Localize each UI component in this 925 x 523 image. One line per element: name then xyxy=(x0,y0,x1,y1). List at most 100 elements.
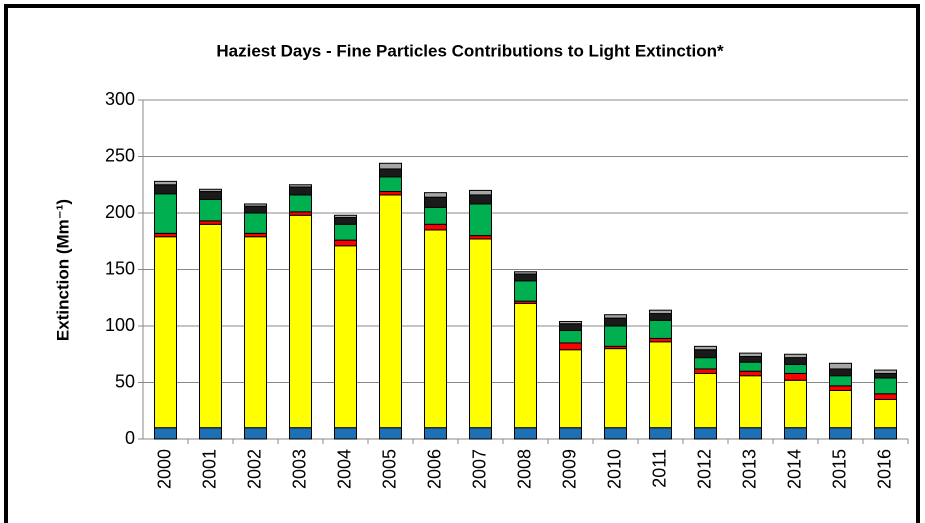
bar-segment xyxy=(604,427,627,440)
bar-segment xyxy=(244,232,267,238)
bar-segment xyxy=(289,211,312,216)
bar-segment xyxy=(424,192,447,198)
bar-segment xyxy=(334,223,357,241)
bar-segment xyxy=(784,427,807,440)
bar-segment xyxy=(604,348,627,429)
y-tick-label: 0 xyxy=(125,428,135,448)
bar-segment xyxy=(199,220,222,225)
bar-segment xyxy=(874,369,897,374)
bar-segment xyxy=(334,427,357,440)
bar-segment xyxy=(379,191,402,196)
bar-segment xyxy=(829,362,852,370)
y-tick-label: 200 xyxy=(105,202,135,222)
x-tick-label: 2004 xyxy=(334,449,354,489)
bar-segment xyxy=(694,427,717,440)
bar-segment xyxy=(739,375,762,429)
x-tick-label: 2016 xyxy=(874,449,894,489)
y-tick-label: 150 xyxy=(105,258,135,278)
bar-segment xyxy=(379,194,402,429)
bar-segment xyxy=(874,427,897,440)
bar-segment xyxy=(154,236,177,429)
bar-segment xyxy=(784,357,807,365)
bar-segment xyxy=(469,203,492,237)
x-tick-label: 2003 xyxy=(289,449,309,489)
bar-segment xyxy=(694,357,717,370)
chart-frame xyxy=(4,4,920,523)
bar-segment xyxy=(829,385,852,391)
bar-segment xyxy=(379,176,402,193)
bar-segment xyxy=(829,427,852,440)
bar-segment xyxy=(379,162,402,170)
x-tick-label: 2015 xyxy=(829,449,849,489)
bar-segment xyxy=(199,188,222,193)
bar-segment xyxy=(199,223,222,429)
bar-segment xyxy=(244,427,267,440)
bar-segment xyxy=(514,280,537,302)
bar-segment xyxy=(604,317,627,327)
x-tick-label: 2001 xyxy=(199,449,219,489)
x-tick-label: 2005 xyxy=(379,449,399,489)
bar-segment xyxy=(199,427,222,440)
bar-segment xyxy=(514,271,537,275)
bar-segment xyxy=(379,427,402,440)
bar-segment xyxy=(154,184,177,195)
bar-segment xyxy=(334,214,357,219)
y-tick-label: 300 xyxy=(105,89,135,109)
bar-segment xyxy=(199,198,222,222)
bar-segment xyxy=(424,223,447,231)
bar-segment xyxy=(244,203,267,207)
bar-segment xyxy=(649,319,672,339)
bar-segment xyxy=(694,372,717,429)
x-tick-label: 2006 xyxy=(424,449,444,489)
bar-segment xyxy=(244,205,267,214)
bar-segment xyxy=(604,325,627,347)
bar-segment xyxy=(244,212,267,234)
bar-segment xyxy=(784,372,807,381)
bar-segment xyxy=(469,189,492,196)
bar-segment xyxy=(874,393,897,400)
bar-segment xyxy=(874,377,897,395)
bar-segment xyxy=(829,368,852,377)
bar-segment xyxy=(154,180,177,186)
bar-segment xyxy=(244,236,267,429)
x-tick-label: 2007 xyxy=(469,449,489,489)
bar-segment xyxy=(469,235,492,240)
bar-segment xyxy=(649,309,672,315)
bar-segment xyxy=(424,206,447,225)
bar-segment xyxy=(784,353,807,359)
bar-segment xyxy=(469,427,492,440)
bar-segment xyxy=(289,184,312,188)
x-tick-label: 2014 xyxy=(784,449,804,489)
bar-segment xyxy=(289,186,312,196)
y-tick-label: 50 xyxy=(115,371,135,391)
bar-segment xyxy=(514,302,537,429)
bar-segment xyxy=(469,238,492,429)
bar-segment xyxy=(154,193,177,234)
bar-segment xyxy=(379,168,402,178)
x-tick-label: 2012 xyxy=(694,449,714,489)
bar-segment xyxy=(154,232,177,238)
bar-segment xyxy=(694,345,717,351)
bar-segment xyxy=(649,427,672,440)
bar-segment xyxy=(334,239,357,247)
bar-segment xyxy=(784,363,807,374)
y-axis-label: Extinction (Mm⁻¹) xyxy=(53,199,72,341)
bar-segment xyxy=(559,330,582,344)
x-tick-label: 2011 xyxy=(649,449,669,488)
bar-segment xyxy=(829,389,852,429)
bar-segment xyxy=(604,314,627,319)
bar-segment xyxy=(739,361,762,372)
x-tick-label: 2009 xyxy=(559,449,579,489)
bar-segment xyxy=(289,214,312,429)
y-tick-label: 250 xyxy=(105,145,135,165)
bar-segment xyxy=(874,372,897,379)
bar-segment xyxy=(199,191,222,200)
bar-segment xyxy=(424,427,447,440)
bar-segment xyxy=(334,217,357,225)
chart-title: Haziest Days - Fine Particles Contributi… xyxy=(216,41,724,60)
bar-segment xyxy=(874,398,897,429)
bar-segment xyxy=(334,245,357,429)
x-tick-label: 2002 xyxy=(244,449,264,489)
bar-segment xyxy=(694,368,717,374)
bar-segment xyxy=(289,427,312,440)
